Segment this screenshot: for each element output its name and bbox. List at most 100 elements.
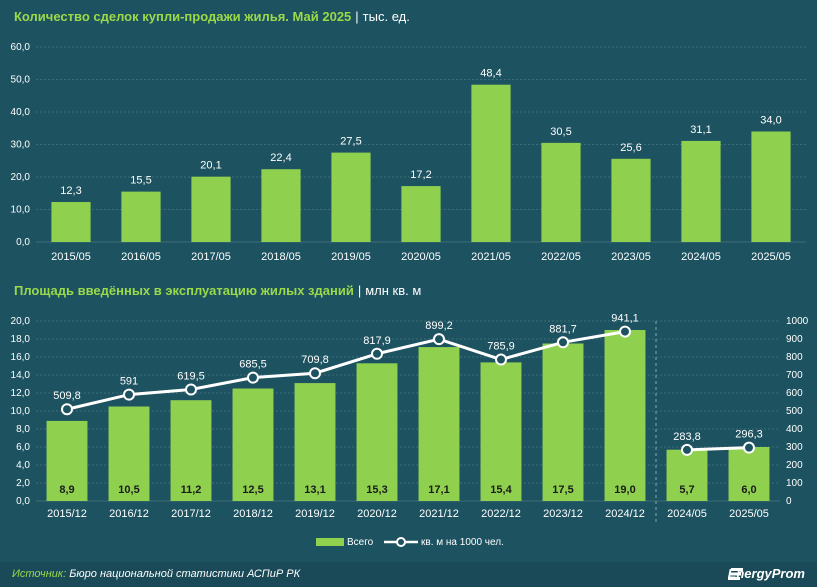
chart2-title-main: Площадь введённых в эксплуатацию жилых з… (14, 283, 354, 298)
y2-tick-label: 500 (786, 406, 803, 417)
bar (604, 330, 646, 501)
x-tick-label: 2023/12 (543, 508, 583, 520)
x-tick-label: 2018/05 (261, 251, 301, 263)
x-tick-label: 2022/05 (541, 251, 581, 263)
bar (331, 152, 371, 242)
x-tick-label: 2021/12 (419, 508, 459, 520)
line-point (247, 371, 259, 384)
chart1-title-separator: | (355, 9, 359, 24)
chart2-title: Площадь введённых в эксплуатацию жилых з… (14, 283, 421, 298)
line-series (686, 446, 750, 452)
y-tick-label: 14,0 (11, 370, 31, 381)
bar-value-label: 11,2 (181, 484, 202, 496)
bar-value-label: 15,3 (366, 484, 387, 496)
bar (108, 406, 150, 501)
line-point (557, 336, 569, 349)
bar (541, 142, 581, 242)
bar-value-label: 6,0 (741, 484, 756, 496)
data-label: 34,0 (760, 115, 781, 127)
data-label: 17,2 (410, 169, 431, 181)
bar (401, 186, 441, 242)
x-tick-label: 2015/05 (51, 251, 91, 263)
y-tick-label: 60,0 (11, 42, 31, 53)
y2-tick-label: 100 (786, 478, 803, 489)
bar-value-label: 15,4 (490, 484, 512, 496)
bar (356, 363, 398, 501)
line-point (619, 325, 631, 338)
data-label: 12,3 (60, 185, 81, 197)
y-tick-label: 16,0 (11, 352, 31, 363)
y-tick-label: 18,0 (11, 334, 31, 345)
data-label: 22,4 (270, 152, 291, 164)
line-data-label: 941,1 (611, 313, 639, 325)
y-tick-label: 2,0 (16, 478, 30, 489)
data-label: 15,5 (130, 175, 151, 187)
line-data-label: 785,9 (487, 341, 515, 353)
line-point (743, 441, 755, 454)
y-tick-label: 30,0 (11, 140, 31, 151)
bar (728, 447, 770, 501)
bar (751, 131, 791, 242)
bar-value-label: 13,1 (304, 484, 325, 496)
chart1-title: Количество сделок купли-продажи жилья. М… (14, 9, 410, 24)
y-tick-label: 6,0 (16, 442, 30, 453)
source-text: Бюро национальной статистики АСПиР РК (69, 568, 301, 580)
bar (480, 362, 522, 501)
chart2-housing-area-chart: 0,0 2,0 4,0 6,0 8,0 10,0 12,0 14,0 16,0 18,0 20,0 0… (11, 313, 809, 548)
bar-value-label: 12,5 (242, 484, 263, 496)
x-tick-label: 2019/12 (295, 508, 335, 520)
chart1-title-unit: тыс. ед. (362, 9, 410, 24)
y2-tick-label: 0 (786, 496, 792, 507)
energyprom-logo-icon (727, 567, 743, 580)
y2-tick-label: 700 (786, 370, 803, 381)
x-tick-label: 2024/05 (681, 251, 721, 263)
y-tick-label: 10,0 (11, 205, 31, 216)
x-tick-label: 2022/12 (481, 508, 521, 520)
line-point (309, 367, 321, 380)
bar-value-label: 17,1 (428, 484, 449, 496)
y-tick-label: 20,0 (11, 316, 31, 327)
bar (611, 158, 651, 242)
y-tick-label: 12,0 (11, 388, 31, 399)
line-point (123, 388, 135, 401)
y2-tick-label: 200 (786, 460, 803, 471)
data-label: 20,1 (200, 160, 221, 172)
x-tick-label: 2021/05 (471, 251, 511, 263)
line-series (66, 330, 626, 411)
x-tick-label: 2024/05 (667, 508, 707, 520)
x-tick-label: 2020/05 (401, 251, 441, 263)
y2-tick-label: 1000 (786, 316, 809, 327)
footer: Источник: Бюро национальной статистики А… (0, 562, 817, 587)
bar (232, 388, 274, 501)
line-data-label: 591 (120, 376, 138, 388)
line-point (433, 333, 445, 346)
bar (666, 449, 708, 501)
y-tick-label: 0,0 (16, 496, 30, 507)
chart1-title-main: Количество сделок купли-продажи жилья. М… (14, 9, 352, 24)
bar (471, 84, 511, 242)
line-data-label: 685,5 (239, 359, 267, 371)
data-label: 30,5 (550, 126, 571, 138)
y2-tick-label: 300 (786, 442, 803, 453)
line-point (61, 403, 73, 416)
legend-swatch-bars (316, 538, 344, 546)
bar-value-label: 5,7 (679, 484, 694, 496)
source-note: Источник: Бюро национальной статистики А… (12, 568, 300, 580)
line-data-label: 296,3 (735, 429, 763, 441)
y2-tick-label: 400 (786, 424, 803, 435)
brand-name: EnergyProm (727, 566, 805, 581)
y-tick-label: 10,0 (11, 406, 31, 417)
bar-value-label: 10,5 (118, 484, 139, 496)
data-label: 25,6 (620, 142, 641, 154)
x-tick-label: 2017/12 (171, 508, 211, 520)
y-tick-label: 4,0 (16, 460, 30, 471)
chart2-title-unit: млн кв. м (365, 283, 422, 298)
x-tick-label: 2020/12 (357, 508, 397, 520)
bar (191, 176, 231, 242)
bar (46, 420, 88, 501)
legend-label-bars: Всего (347, 537, 374, 548)
bar (681, 140, 721, 242)
legend-swatch-marker (396, 537, 406, 547)
legend-label-line: кв. м на 1000 чел. (421, 537, 504, 548)
